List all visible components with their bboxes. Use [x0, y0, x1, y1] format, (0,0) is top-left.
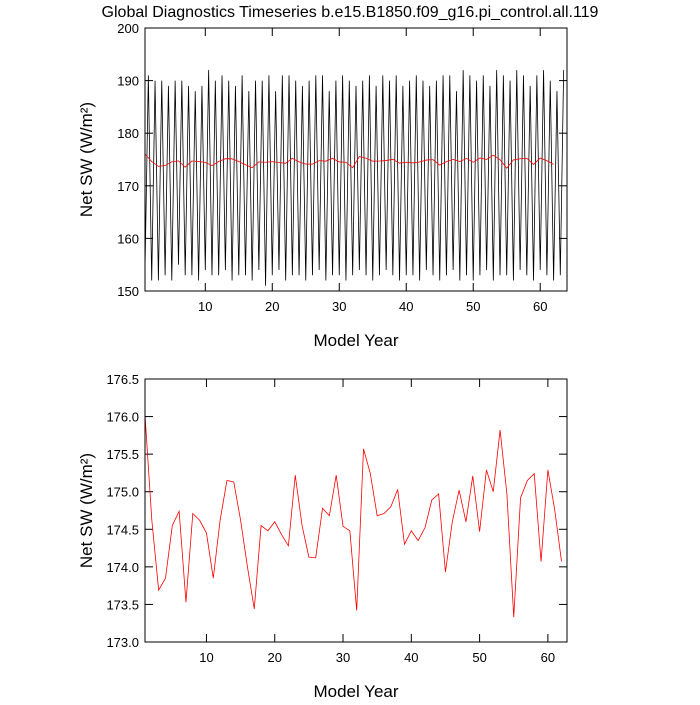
series-line: [144, 70, 565, 286]
series-line: [144, 153, 554, 169]
x-tick-label: 10: [199, 650, 213, 665]
y-tick-label: 200: [117, 21, 139, 36]
x-tick-label: 10: [198, 299, 212, 314]
y-tick-label: 173.5: [106, 597, 139, 612]
plot-frame: [144, 27, 568, 292]
y-tick-label: 173.0: [106, 635, 139, 650]
x-tick-label: 50: [472, 650, 486, 665]
y-tick-label: 175.5: [106, 447, 139, 462]
y-tick-label: 160: [117, 231, 139, 246]
x-tick-label: 30: [336, 650, 350, 665]
y-tick-label: 174.5: [106, 522, 139, 537]
x-tick-label: 20: [268, 650, 282, 665]
y-tick-label: 170: [117, 179, 139, 194]
y-tick-label: 174.0: [106, 560, 139, 575]
y-tick-label: 180: [117, 126, 139, 141]
x-tick-label: 60: [533, 299, 547, 314]
x-tick-label: 60: [541, 650, 555, 665]
plot-frame: [144, 378, 568, 643]
y-axis-label: Net SW (W/m²): [77, 102, 96, 217]
x-tick-label: 50: [466, 299, 480, 314]
series-line: [144, 415, 562, 618]
chart-title: Global Diagnostics Timeseries b.e15.B185…: [102, 4, 599, 21]
y-tick-label: 175.0: [106, 485, 139, 500]
x-axis-label: Model Year: [313, 331, 398, 350]
y-tick-label: 176.5: [106, 372, 139, 387]
y-tick-label: 150: [117, 284, 139, 299]
x-tick-label: 40: [404, 650, 418, 665]
x-tick-label: 40: [399, 299, 413, 314]
x-tick-label: 30: [332, 299, 346, 314]
x-tick-label: 20: [265, 299, 279, 314]
y-tick-label: 176.0: [106, 410, 139, 425]
x-axis-label: Model Year: [313, 682, 398, 700]
y-axis-label: Net SW (W/m²): [77, 453, 96, 568]
y-tick-label: 190: [117, 74, 139, 89]
